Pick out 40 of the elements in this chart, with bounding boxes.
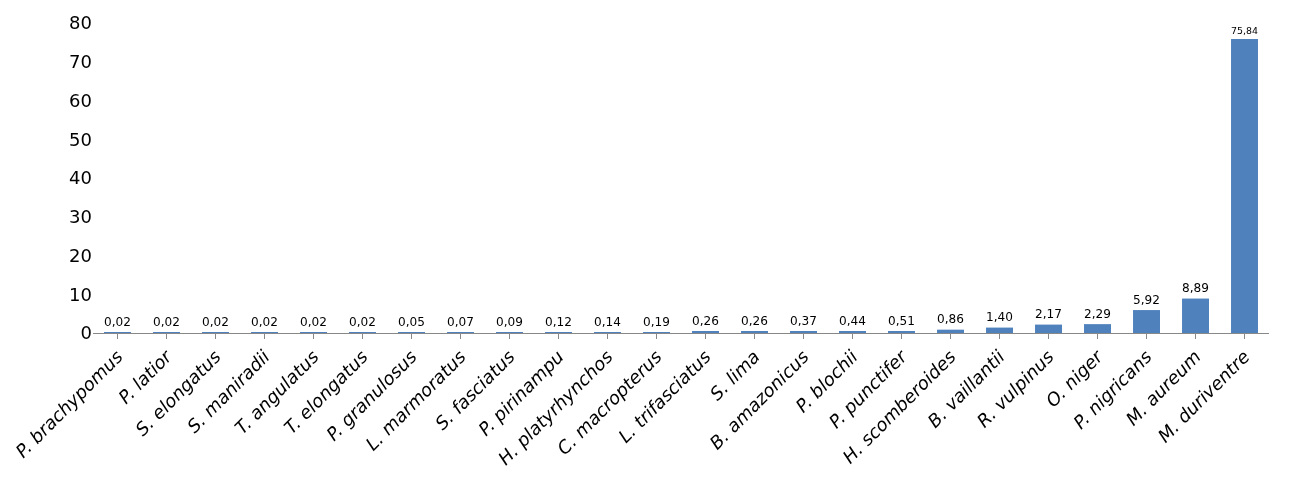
data-label: 0,02 (153, 314, 180, 329)
data-label: 0,19 (643, 314, 670, 329)
bar (986, 327, 1013, 333)
bar (937, 329, 964, 333)
data-label: 0,09 (496, 314, 523, 329)
data-label: 0,26 (692, 313, 719, 328)
data-label: 5,92 (1133, 292, 1160, 307)
bar (1182, 298, 1209, 333)
data-label: 0,02 (104, 314, 131, 329)
data-label: 0,02 (202, 314, 229, 329)
bar (1133, 310, 1160, 333)
data-label: 0,02 (251, 314, 278, 329)
data-label: 0,14 (594, 314, 622, 329)
data-label: 75,84 (1231, 24, 1258, 36)
data-label: 0,86 (937, 312, 964, 327)
y-tick-label: 70 (69, 51, 92, 73)
data-label: 0,12 (545, 314, 572, 329)
y-tick-label: 80 (69, 12, 92, 34)
y-tick-label: 60 (69, 89, 92, 111)
data-label: 0,02 (300, 314, 327, 329)
data-label: 2,17 (1035, 307, 1062, 322)
y-tick-label: 10 (69, 283, 92, 305)
y-tick-label: 40 (69, 167, 92, 189)
data-label: 8,89 (1182, 281, 1209, 296)
bar (1084, 324, 1111, 333)
data-label: 0,26 (741, 313, 768, 328)
data-label: 1,40 (986, 310, 1013, 325)
y-tick-label: 0 (80, 322, 92, 344)
data-label: 0,37 (790, 313, 817, 328)
y-tick-label: 20 (69, 244, 92, 266)
y-tick-label: 50 (69, 128, 92, 150)
data-label: 0,05 (398, 314, 425, 329)
bar (1231, 39, 1258, 333)
data-label: 0,02 (349, 314, 376, 329)
data-label: 0,07 (447, 314, 474, 329)
y-tick-label: 30 (69, 206, 92, 228)
bar (1035, 324, 1062, 333)
data-label: 2,29 (1084, 306, 1111, 321)
data-label: 0,44 (839, 313, 867, 328)
data-label: 0,51 (888, 313, 915, 328)
